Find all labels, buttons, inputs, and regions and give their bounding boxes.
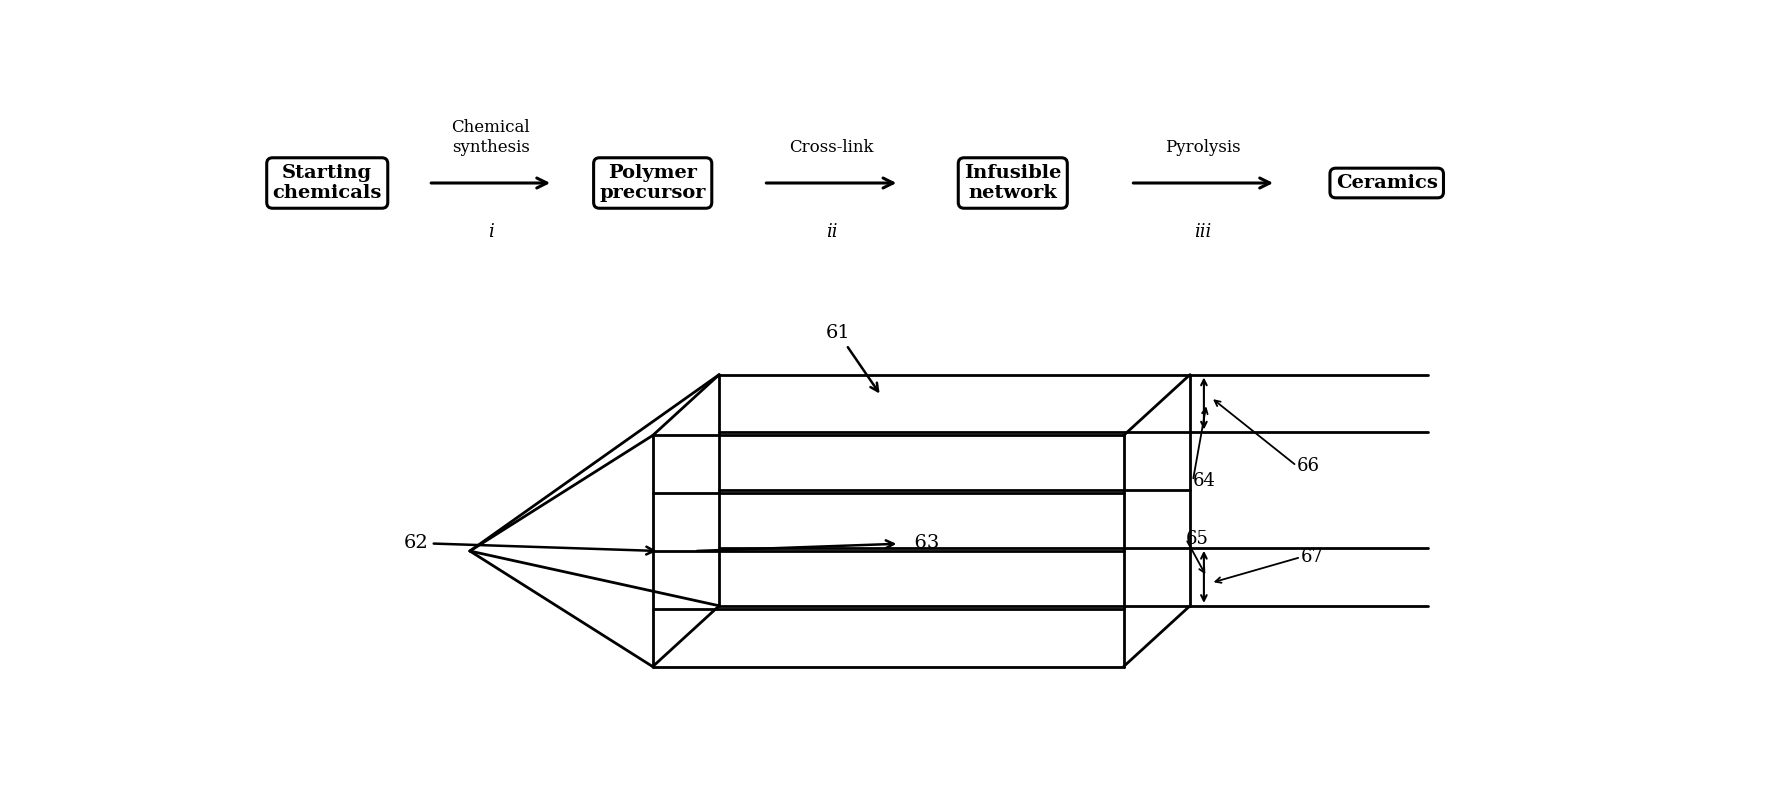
Text: Polymer
precursor: Polymer precursor [599,164,706,202]
Text: 63: 63 [697,534,940,552]
Text: 62: 62 [404,534,654,555]
Text: Chemical
synthesis: Chemical synthesis [452,119,531,156]
Text: Infusible
network: Infusible network [965,164,1061,202]
Text: Ceramics: Ceramics [1335,174,1439,192]
Text: 66: 66 [1297,457,1319,475]
Text: 67: 67 [1301,548,1324,566]
Text: 65: 65 [1187,530,1208,547]
Text: Pyrolysis: Pyrolysis [1165,138,1240,156]
Text: Starting
chemicals: Starting chemicals [273,164,382,202]
Text: i: i [488,223,493,240]
Text: ii: ii [826,223,836,240]
Text: Cross-link: Cross-link [790,138,874,156]
Text: 64: 64 [1192,472,1215,490]
Text: iii: iii [1194,223,1212,240]
Text: 61: 61 [826,324,877,391]
